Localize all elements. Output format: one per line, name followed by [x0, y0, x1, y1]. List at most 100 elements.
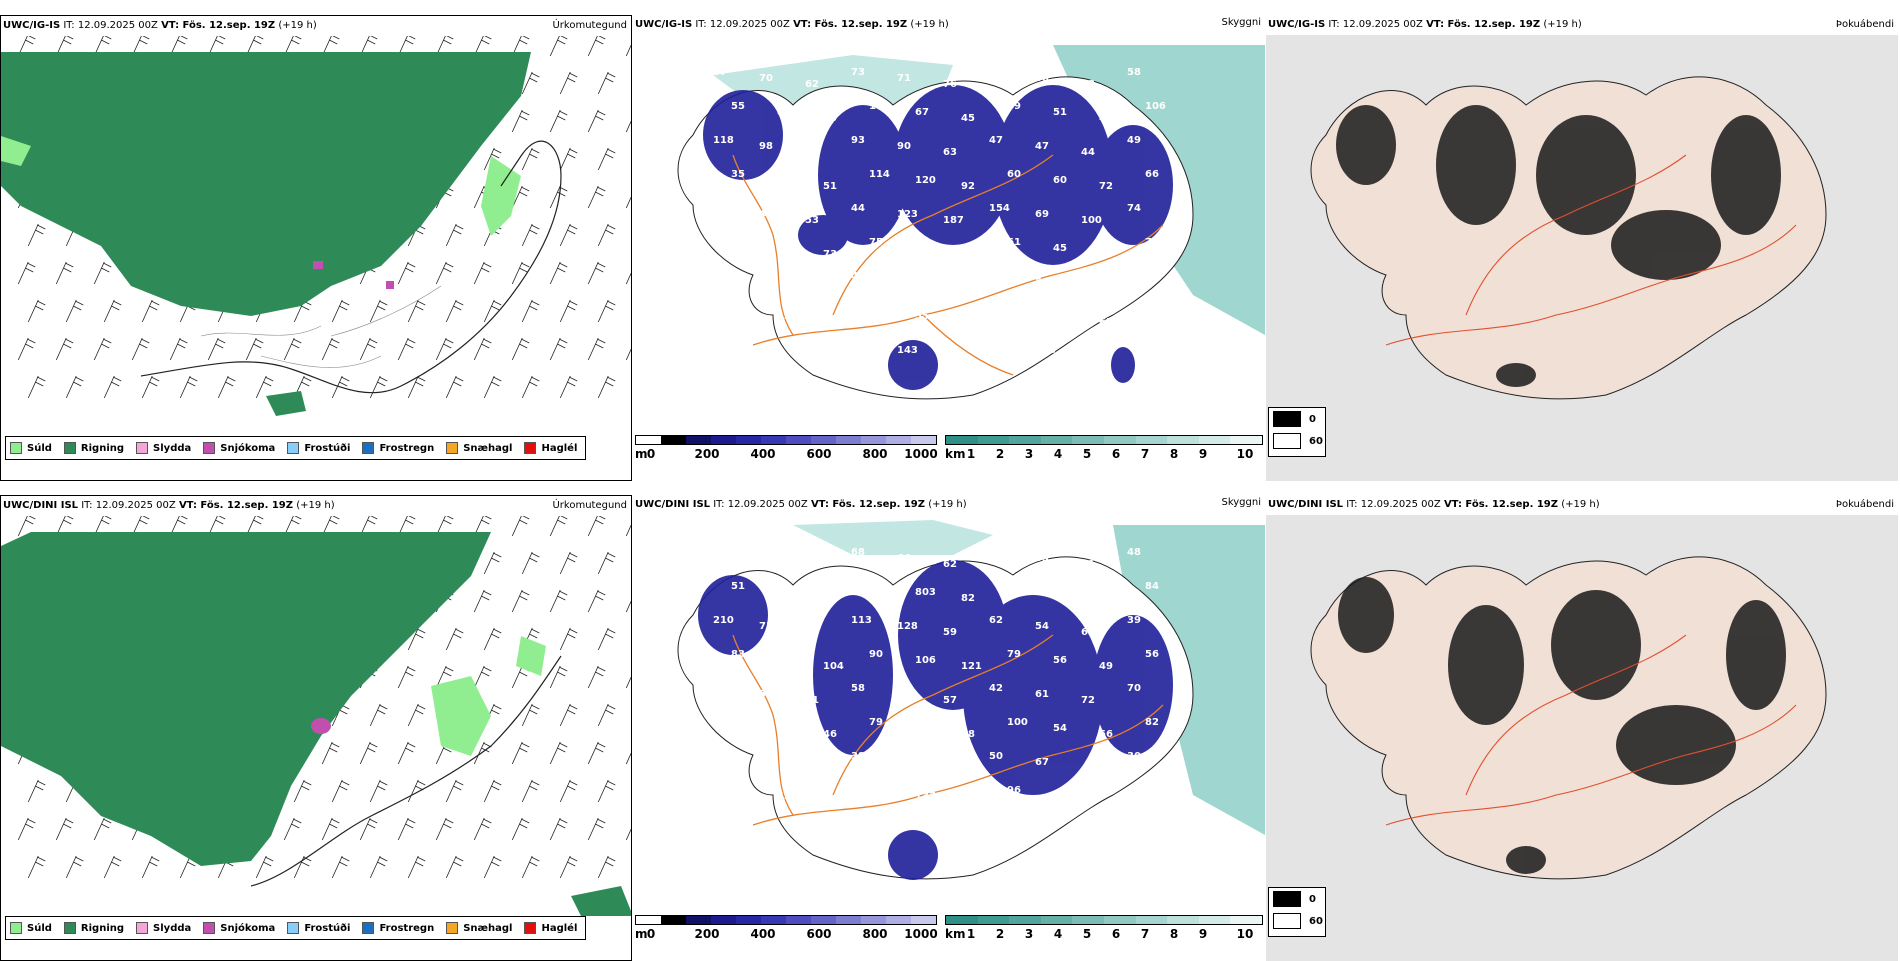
wind-barb: [483, 375, 502, 399]
cloud-base-label: 30: [1127, 751, 1141, 762]
wind-barb: [521, 779, 540, 803]
cloud-base-label: 84: [1145, 581, 1159, 592]
cloud-base-label: 43: [823, 593, 837, 604]
wind-barb: [55, 261, 74, 285]
wind-barb: [331, 299, 350, 323]
cloud-base-label: 71: [1145, 237, 1159, 248]
cloud-base-label: 113: [851, 615, 872, 626]
cloud-base-label: 59: [897, 689, 911, 700]
cloud-base-label: 53: [805, 215, 819, 226]
colorbars-2: m 0 200 400 600 800 1000 km 1 2 3 4 5 6 7 8 9 10: [633, 913, 1265, 961]
wind-barb: [245, 337, 264, 361]
wind-barb: [407, 855, 426, 879]
cloud-base-label: 70: [713, 547, 727, 558]
cloud-base-label: 92: [961, 181, 975, 192]
rain-patch: [266, 391, 306, 416]
cloud-base-label: 181: [869, 785, 890, 796]
cloud-base-label: 75: [869, 237, 883, 248]
wind-barb: [17, 337, 36, 361]
wind-barb: [587, 261, 606, 285]
cloud-base-label: 61: [1081, 559, 1095, 570]
cloud-base-label: 47: [1035, 141, 1049, 152]
cloud-base-label: 158: [777, 311, 798, 322]
drizzle-area: [431, 676, 491, 756]
precip-legend-1: Súld Rigning Slydda Snjókoma Frostúði Fr…: [5, 436, 587, 460]
cloud-base-label: 42: [777, 175, 791, 186]
wind-barb: [331, 375, 350, 399]
cloud-base-label: 44: [759, 277, 773, 288]
cloud-base-label: 49: [1099, 661, 1113, 672]
wind-barb: [597, 855, 616, 879]
cloud-base-label: 82: [805, 627, 819, 638]
wind-barb: [445, 299, 464, 323]
cloud-panel-name-1: Skyggni: [1221, 17, 1261, 28]
wind-barb: [445, 627, 464, 651]
cloud-base-label: 121: [961, 661, 982, 672]
wind-barb: [93, 337, 112, 361]
low-visibility-area: [793, 520, 993, 555]
cloud-base-label: 63: [1035, 553, 1049, 564]
wind-barb: [549, 109, 568, 133]
precip-map-1: [1, 36, 631, 416]
cloud-base-label: 58: [713, 271, 727, 282]
iceland-land: [1310, 556, 1827, 880]
wind-barb: [407, 779, 426, 803]
colorbars-1: m 0 200 400 600 800 1000 km 1 2 3 4 5 6 7 8 9 10: [633, 433, 1265, 481]
cloud-base-label: 50: [989, 751, 1003, 762]
cloud-base-label: 76: [943, 79, 957, 90]
wind-barb: [511, 817, 530, 841]
wind-barb: [521, 299, 540, 323]
cloud-base-label: 54: [943, 763, 957, 774]
wind-barb: [141, 375, 160, 399]
cloud-base-label: 83: [731, 649, 745, 660]
cloud-base-label: 440: [1081, 283, 1102, 294]
cloud-base-label: 34: [823, 317, 837, 328]
cloud-base-label: 51: [805, 695, 819, 706]
cloud-base-label: 123: [897, 209, 918, 220]
wind-barb: [587, 337, 606, 361]
fog-panel-1: UWC/IG-IS IT: 12.09.2025 00Z VT: Fös. 12…: [1266, 15, 1898, 481]
legend-item-freezing-drizzle: Frostúði: [287, 442, 350, 454]
legend-item-rain: Rigning: [63, 442, 124, 454]
legend-item-rain: Rigning: [63, 922, 124, 934]
cloud-base-label: 70: [1127, 683, 1141, 694]
cloud-map-1: 57 70 62 73 71 76 83 68 63 58 55 83 53 101 67 45 49 51 48 1…: [677, 45, 1265, 400]
cloud-base-label: 46: [759, 209, 773, 220]
fog-panel-name-2: Þokuábendi: [1835, 499, 1894, 510]
wind-barb: [55, 817, 74, 841]
legend-item-snow: Snjókoma: [203, 442, 275, 454]
wind-barb: [511, 589, 530, 613]
cloud-base-label: 86: [989, 339, 1003, 350]
wind-barb: [549, 741, 568, 765]
cloud-base-label: 45: [961, 113, 975, 124]
cloud-base-label: 55: [915, 311, 929, 322]
cloud-base-label: 54: [1035, 621, 1049, 632]
wind-barb: [473, 741, 492, 765]
legend-item-snow-grains: Snæhagl: [446, 442, 512, 454]
cloud-base-label: 104: [823, 661, 844, 672]
cloud-base-label: 68: [759, 757, 773, 768]
fog-index-area: [1338, 577, 1786, 874]
cloud-base-label: 96: [1007, 785, 1021, 796]
wind-barb: [511, 185, 530, 209]
cloud-base-label: 100: [1007, 717, 1028, 728]
cloud-base-label: 803: [915, 587, 936, 598]
wind-barb: [597, 71, 616, 95]
wind-barb: [483, 551, 502, 575]
wind-barb: [559, 299, 578, 323]
cloud-base-label: 81: [989, 271, 1003, 282]
cloud-base-label: 90: [897, 141, 911, 152]
snow-patch: [313, 261, 323, 269]
cloud-base-label: 70: [1099, 249, 1113, 260]
wind-barb: [359, 741, 378, 765]
cloud-base-label: 44: [851, 203, 865, 214]
cloud-base-label: 150: [851, 339, 872, 350]
cloud-base-label: 56: [1035, 277, 1049, 288]
wind-barb: [473, 665, 492, 689]
wind-barb: [597, 223, 616, 247]
cloud-base-label: 58: [851, 683, 865, 694]
wind-barb: [255, 375, 274, 399]
fog-legend-2: 0 60: [1268, 887, 1326, 937]
cloud-base-label: 45: [869, 305, 883, 316]
wind-barb: [27, 299, 46, 323]
